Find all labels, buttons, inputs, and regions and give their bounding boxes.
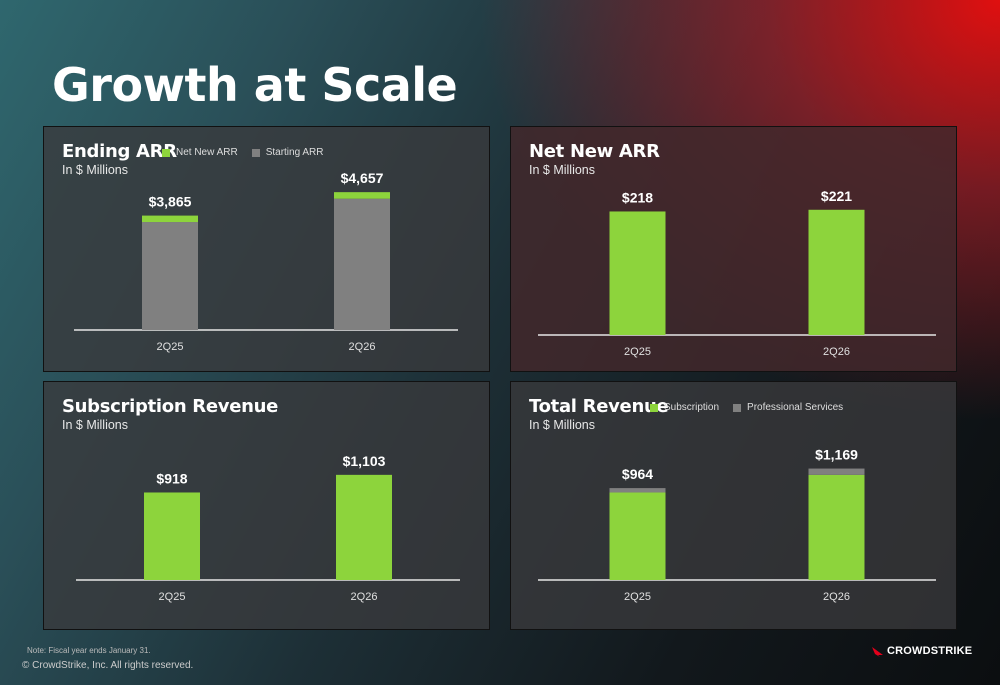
legend-item-starting-arr: Starting ARR (251, 147, 324, 158)
data-label: $964 (622, 466, 653, 482)
chart-subtitle: In $ Millions (62, 418, 128, 432)
x-tick-label: 2Q26 (349, 341, 376, 353)
chart-plot: $218 2Q25 $221 2Q26 (538, 188, 936, 358)
bar-starting-arr-2q26 (334, 198, 390, 330)
legend-swatch (162, 148, 170, 157)
chart-title: Ending ARR (62, 141, 177, 162)
legend-label: Subscription (664, 402, 720, 413)
copyright: © CrowdStrike, Inc. All rights reserved. (22, 660, 194, 671)
logo-text: CROWDSTRIKE (887, 645, 973, 657)
bar-professional-services-2q25 (609, 488, 666, 493)
bar-starting-arr-2q25 (142, 222, 198, 330)
total-revenue-panel: Total Revenue In $ Millions Subscription… (510, 381, 957, 630)
legend-swatch (251, 148, 260, 157)
bar-net-new-arr-2q25 (142, 215, 198, 223)
legend-label: Professional Services (747, 402, 844, 413)
chart-subtitle: In $ Millions (529, 418, 595, 432)
bar-net-new-arr-2q26 (334, 192, 390, 199)
data-label: $1,103 (343, 453, 386, 469)
bar-value-2q26 (336, 474, 392, 580)
bar-value-2q26 (808, 209, 865, 335)
data-label: $3,865 (149, 194, 192, 210)
page-title: Growth at Scale (52, 58, 458, 112)
data-label: $221 (821, 188, 852, 204)
chart-legend: Subscription Professional Services (650, 402, 857, 413)
chart-title: Net New ARR (529, 141, 660, 162)
data-label: $1,169 (815, 447, 858, 463)
bar-professional-services-2q26 (808, 468, 865, 475)
bar-value-2q25 (144, 492, 200, 580)
x-tick-label: 2Q25 (157, 341, 184, 353)
bar-value-2q25 (609, 211, 666, 335)
x-tick-label: 2Q26 (823, 591, 850, 603)
data-label: $918 (156, 470, 187, 486)
x-tick-label: 2Q25 (624, 346, 651, 358)
chart-legend: Net New ARR Starting ARR (162, 147, 338, 158)
legend-item-subscription: Subscription (650, 402, 719, 413)
data-label: $4,657 (341, 170, 384, 186)
legend-swatch (650, 403, 658, 412)
x-tick-label: 2Q26 (823, 346, 850, 358)
chart-title: Subscription Revenue (62, 396, 279, 417)
net-new-arr-panel: Net New ARR In $ Millions $218 2Q25 $221 2Q… (510, 126, 957, 372)
bar-subscription-2q26 (808, 474, 865, 580)
x-tick-label: 2Q26 (351, 591, 378, 603)
data-label: $218 (622, 189, 653, 205)
x-tick-label: 2Q25 (624, 591, 651, 603)
ending-arr-panel: Ending ARR In $ Millions Net New ARR Sta… (43, 126, 490, 372)
falcon-icon (872, 647, 883, 657)
chart-plot: $918 2Q25 $1,103 2Q26 (76, 453, 460, 603)
chart-plot: $3,865 2Q25 $4,657 2Q26 (74, 170, 458, 353)
legend-label: Net New ARR (176, 147, 238, 158)
subscription-revenue-panel: Subscription Revenue In $ Millions $918 2… (43, 381, 490, 630)
crowdstrike-logo: CROWDSTRIKE (872, 645, 972, 657)
chart-subtitle: In $ Millions (529, 163, 595, 177)
legend-label: Starting ARR (265, 147, 324, 158)
footnote: Note: Fiscal year ends January 31. (27, 646, 151, 655)
chart-plot: $964 2Q25 $1,169 2Q26 (538, 447, 936, 603)
chart-title: Total Revenue (529, 396, 669, 417)
x-tick-label: 2Q25 (159, 591, 186, 603)
legend-item-professional-services: Professional Services (733, 402, 843, 413)
bar-subscription-2q25 (609, 492, 666, 580)
legend-item-net-new-arr: Net New ARR (162, 147, 238, 158)
chart-subtitle: In $ Millions (62, 163, 128, 177)
legend-swatch (733, 403, 742, 412)
